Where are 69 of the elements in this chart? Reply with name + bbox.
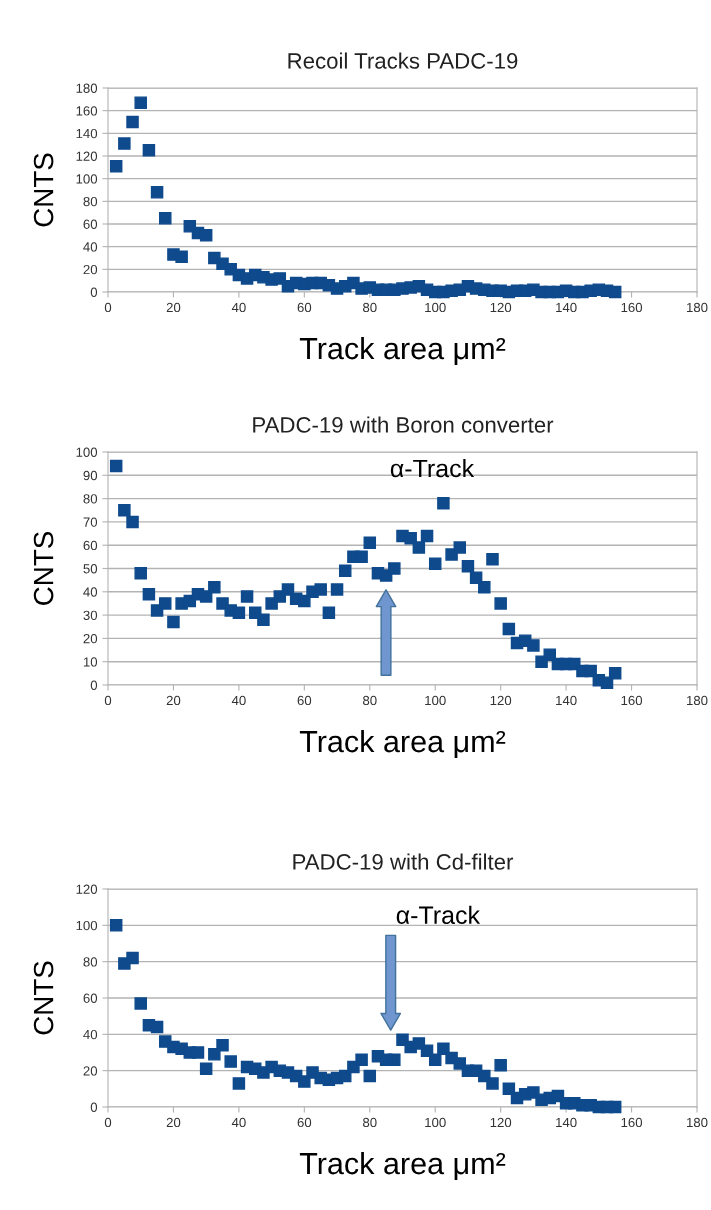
x-tick-label: 60	[297, 695, 312, 706]
x-tick-label: 80	[363, 1117, 377, 1128]
x-tick-label: 120	[490, 1117, 512, 1128]
y-axis-title: CNTS	[33, 531, 54, 605]
x-tick-label: 60	[297, 1117, 312, 1128]
x-tick-label: 100	[425, 302, 446, 313]
y-tick-label: 180	[76, 83, 98, 93]
x-tick-label: 0	[104, 1117, 112, 1128]
y-tick-label: 140	[76, 128, 98, 139]
y-tick-label: 40	[83, 587, 98, 597]
y-tick-label: 100	[76, 920, 98, 931]
y-tick-label: 60	[83, 219, 98, 229]
y-tick-label: 20	[83, 264, 98, 275]
y-axis-title: CNTS	[33, 961, 54, 1035]
y-tick-label: 0	[90, 287, 98, 297]
chart-title: PADC-19 with Boron converter	[253, 416, 554, 433]
y-tick-label: 60	[83, 993, 98, 1003]
x-tick-label: 160	[621, 302, 643, 313]
x-tick-label: 140	[556, 695, 577, 706]
x-tick-label: 140	[556, 302, 577, 313]
x-tick-label: 160	[621, 1117, 643, 1128]
y-tick-label: 80	[83, 494, 98, 504]
x-tick-label: 20	[166, 302, 181, 313]
y-tick-label: 0	[90, 680, 98, 690]
annotation: α-Track	[396, 905, 481, 925]
x-tick-label: 20	[166, 1117, 181, 1128]
y-tick-label: 30	[83, 610, 98, 621]
x-tick-label: 180	[687, 695, 708, 706]
x-axis-title: Track area μm²	[299, 1151, 506, 1180]
x-axis-title: Track area μm²	[299, 336, 506, 365]
y-tick-label: 10	[83, 657, 98, 667]
x-tick-label: 160	[621, 695, 643, 706]
chart-title: PADC-19 with Cd-filter	[293, 853, 514, 870]
x-tick-label: 80	[363, 695, 377, 706]
x-tick-label: 120	[490, 695, 512, 706]
y-tick-label: 70	[83, 517, 98, 527]
x-tick-label: 180	[687, 1117, 708, 1128]
x-axis-title: Track area μm²	[299, 729, 506, 758]
y-tick-label: 20	[83, 633, 98, 644]
y-tick-label: 40	[83, 1029, 98, 1040]
x-tick-label: 0	[104, 302, 112, 313]
y-tick-label: 60	[83, 540, 98, 551]
y-tick-label: 100	[76, 447, 98, 457]
y-tick-label: 100	[76, 174, 98, 184]
x-tick-label: 80	[363, 302, 377, 313]
y-tick-label: 20	[83, 1066, 98, 1076]
y-tick-label: 50	[83, 564, 98, 574]
y-tick-label: 0	[90, 1102, 98, 1112]
y-tick-label: 40	[83, 242, 98, 252]
x-tick-label: 20	[166, 695, 181, 706]
y-tick-label: 120	[76, 884, 98, 894]
annotation: α-Track	[390, 458, 475, 478]
y-axis-title: CNTS	[33, 153, 54, 227]
x-tick-label: 0	[104, 695, 112, 706]
x-tick-label: 100	[425, 695, 446, 706]
x-tick-label: 140	[556, 1117, 577, 1128]
y-tick-label: 160	[76, 106, 98, 116]
x-tick-label: 40	[231, 1117, 246, 1128]
y-tick-label: 80	[83, 957, 98, 967]
y-tick-label: 90	[83, 470, 98, 481]
x-tick-label: 120	[490, 302, 512, 313]
x-tick-label: 100	[425, 1117, 446, 1128]
chart-title: Recoil Tracks PADC-19	[288, 52, 518, 69]
x-tick-label: 60	[297, 302, 312, 313]
x-tick-label: 40	[231, 302, 246, 313]
y-tick-label: 120	[76, 151, 98, 161]
x-tick-label: 40	[231, 695, 246, 706]
x-tick-label: 180	[687, 302, 708, 313]
y-tick-label: 80	[83, 196, 98, 207]
